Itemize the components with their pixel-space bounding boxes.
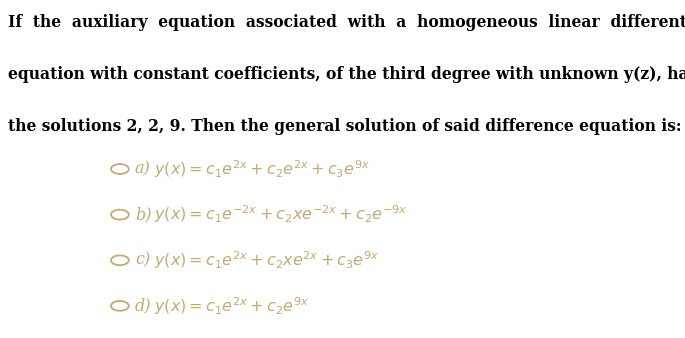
Text: $y(x) = c_1e^{2x} + c_2xe^{2x} + c_3e^{9x}$: $y(x) = c_1e^{2x} + c_2xe^{2x} + c_3e^{9… — [154, 249, 379, 271]
Text: $y(x) = c_1e^{2x} + c_2e^{2x} + c_3e^{9x}$: $y(x) = c_1e^{2x} + c_2e^{2x} + c_3e^{9x… — [154, 158, 370, 180]
Text: the solutions 2, 2, 9. Then the general solution of said difference equation is:: the solutions 2, 2, 9. Then the general … — [8, 118, 682, 135]
Text: c): c) — [135, 252, 150, 269]
Text: d): d) — [135, 297, 151, 314]
Text: a): a) — [135, 161, 151, 177]
Text: $y(x) = c_1e^{-2x} + c_2xe^{-2x} + c_2e^{-9x}$: $y(x) = c_1e^{-2x} + c_2xe^{-2x} + c_2e^… — [154, 204, 408, 225]
Text: If  the  auxiliary  equation  associated  with  a  homogeneous  linear  differen: If the auxiliary equation associated wit… — [8, 14, 685, 30]
Text: equation with constant coefficients, of the third degree with unknown y(z), has: equation with constant coefficients, of … — [8, 66, 685, 83]
Text: $y(x) = c_1e^{2x} + c_2e^{9x}$: $y(x) = c_1e^{2x} + c_2e^{9x}$ — [154, 295, 309, 317]
Text: b): b) — [135, 206, 151, 223]
